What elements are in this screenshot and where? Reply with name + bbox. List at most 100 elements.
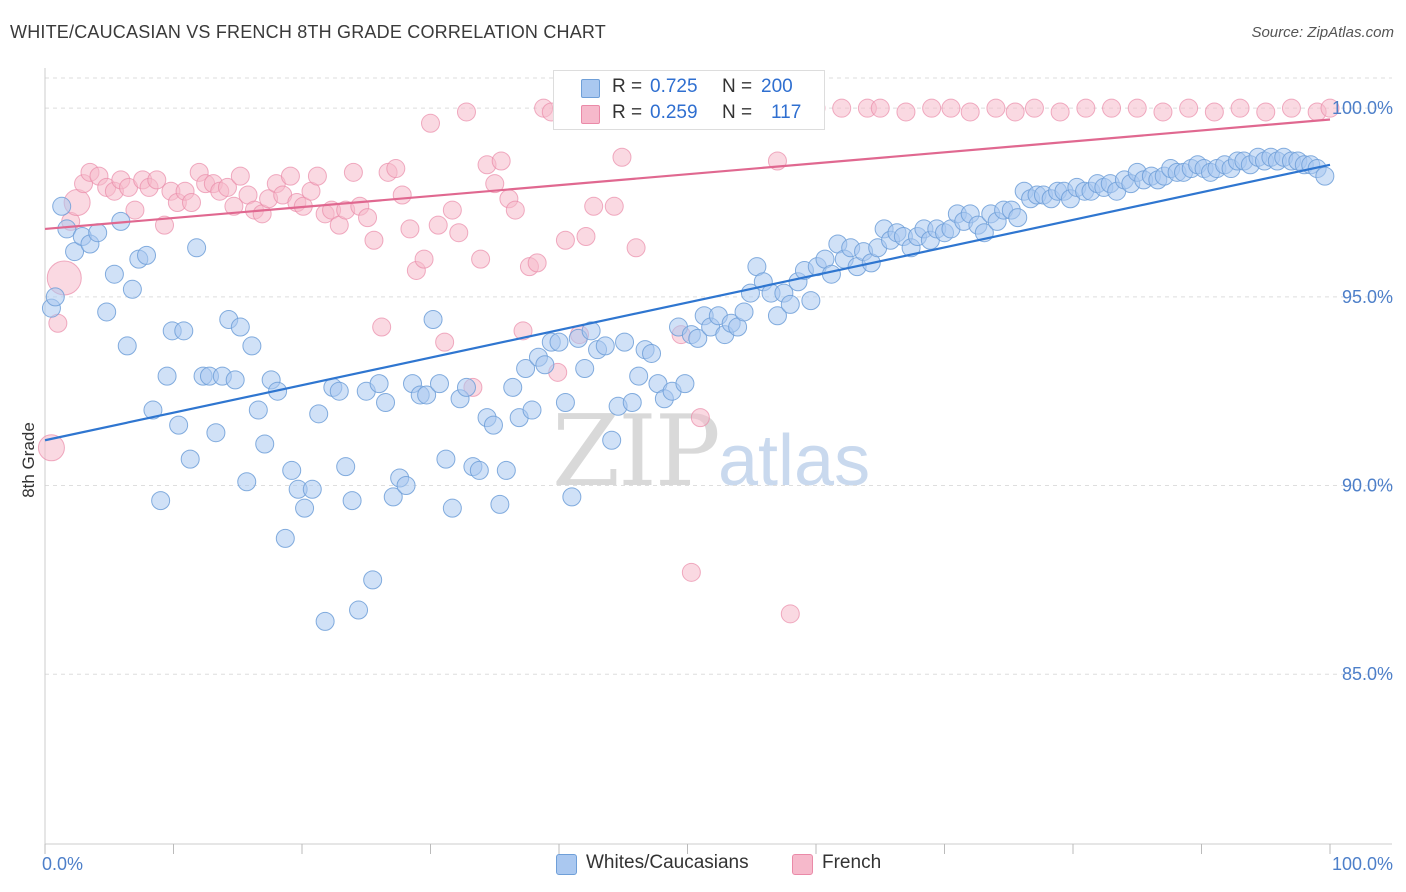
whites-point — [248, 400, 268, 420]
whites-point — [423, 309, 443, 329]
french-point — [181, 193, 201, 213]
legend-swatch-blue — [581, 79, 600, 98]
french-point — [386, 159, 406, 179]
whites-point — [349, 600, 369, 620]
whites-point — [230, 317, 250, 337]
whites-point — [151, 491, 171, 511]
french-point — [505, 200, 525, 220]
whites-point — [503, 377, 523, 397]
trend-lines — [44, 118, 1331, 442]
french-point — [147, 170, 167, 190]
french-point — [960, 102, 980, 122]
whites-point — [282, 460, 302, 480]
french-point — [414, 249, 434, 269]
whites-point — [801, 291, 821, 311]
whites-point — [490, 494, 510, 514]
whites-point — [688, 328, 708, 348]
legend-r-value: 0.725 — [650, 76, 698, 97]
french-point — [491, 151, 511, 171]
whites-point — [45, 287, 65, 307]
whites-point — [174, 321, 194, 341]
whites-point — [187, 238, 207, 258]
french-point — [155, 215, 175, 235]
whites-point — [675, 374, 695, 394]
whites-point — [396, 476, 416, 496]
whites-point — [496, 460, 516, 480]
whites-point — [642, 343, 662, 363]
whites-point — [88, 223, 108, 243]
legend-row-whites: R = 0.725 N = 200 — [554, 74, 824, 100]
french-point — [690, 408, 710, 428]
bottom-legend-whites-label: Whites/Caucasians — [586, 852, 749, 873]
legend-r-label: R = — [612, 76, 643, 97]
whites-point — [104, 264, 124, 284]
french-point — [1204, 102, 1224, 122]
whites-point — [1008, 208, 1028, 228]
french-point — [1024, 98, 1044, 118]
french-point — [1256, 102, 1276, 122]
french-point — [125, 200, 145, 220]
french-point — [1050, 102, 1070, 122]
french-point — [400, 219, 420, 239]
whites-point — [143, 400, 163, 420]
french-point — [1127, 98, 1147, 118]
whites-point — [780, 294, 800, 314]
watermark-atlas: atlas — [718, 421, 871, 501]
bottom-legend-french-label: French — [822, 852, 882, 873]
french-point — [626, 238, 646, 258]
whites-point — [302, 479, 322, 499]
whites-point — [137, 245, 157, 265]
whites-point — [180, 449, 200, 469]
whites-point — [369, 374, 389, 394]
whites-point — [629, 366, 649, 386]
whites-trend-line — [44, 163, 1331, 442]
french-point — [1281, 98, 1301, 118]
whites-point — [429, 374, 449, 394]
whites-point — [363, 570, 383, 590]
whites-point — [436, 449, 456, 469]
french-point — [1320, 98, 1340, 118]
whites-point — [469, 460, 489, 480]
french-point — [604, 196, 624, 216]
whites-point — [97, 302, 117, 322]
french-point — [435, 332, 455, 352]
french-point — [442, 200, 462, 220]
legend-swatch-pink — [581, 105, 600, 124]
french-point — [1179, 98, 1199, 118]
french-point — [986, 98, 1006, 118]
french-point — [1076, 98, 1096, 118]
whites-point — [52, 196, 72, 216]
stats-legend: R = 0.725 N = 200 R = 0.259 N = 117 — [553, 70, 825, 130]
whites-point — [376, 393, 396, 413]
whites-point — [767, 306, 787, 326]
whites-point — [169, 415, 189, 435]
french-point — [456, 102, 476, 122]
whites-point — [595, 336, 615, 356]
whites-point — [562, 487, 582, 507]
whites-point — [535, 355, 555, 375]
legend-row-french: R = 0.259 N = 117 — [554, 100, 824, 126]
french-point — [941, 98, 961, 118]
french-point — [307, 166, 327, 186]
x-tick-label: 100.0% — [1332, 854, 1393, 874]
french-point — [449, 223, 469, 243]
legend-n-value: 200 — [761, 76, 793, 97]
french-point — [584, 196, 604, 216]
whites-point — [315, 611, 335, 631]
whites-point — [336, 457, 356, 477]
whites-point — [1315, 166, 1335, 186]
french-point — [922, 98, 942, 118]
y-axis-title: 8th Grade — [19, 422, 38, 498]
bottom-swatch-pink — [792, 854, 813, 875]
french-point — [832, 98, 852, 118]
y-tick-label: 85.0% — [1342, 664, 1393, 684]
whites-point — [417, 385, 437, 405]
french-point — [343, 162, 363, 182]
whites-point — [821, 264, 841, 284]
whites-point — [157, 366, 177, 386]
whites-point — [581, 321, 601, 341]
french-point — [896, 102, 916, 122]
legend-r-label: R = — [612, 102, 643, 123]
whites-point — [237, 472, 257, 492]
